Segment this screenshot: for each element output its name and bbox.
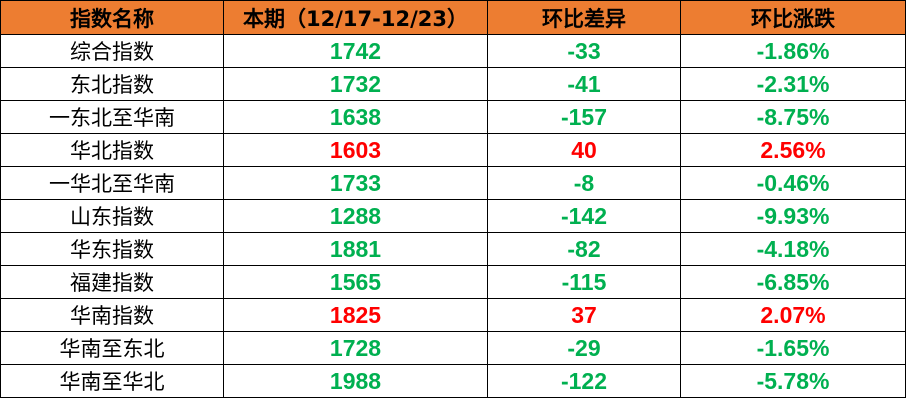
table-row: 东北指数 1732 -41 -2.31%: [0, 67, 906, 101]
value-cell: 1732: [223, 67, 488, 101]
change-pct-cell: -8.75%: [680, 100, 906, 134]
change-pct-cell: -2.31%: [680, 67, 906, 101]
value-cell: 1733: [223, 166, 488, 200]
index-name-cell: 华北指数: [0, 133, 224, 167]
diff-cell: -122: [487, 364, 681, 398]
header-diff: 环比差异: [487, 0, 681, 35]
index-name-cell: 福建指数: [0, 265, 224, 299]
table-row: 华南指数 1825 37 2.07%: [0, 298, 906, 332]
diff-cell: -82: [487, 232, 681, 266]
table-row: 山东指数 1288 -142 -9.93%: [0, 199, 906, 233]
table-row: 华南至华北 1988 -122 -5.78%: [0, 364, 906, 398]
table-row: 福建指数 1565 -115 -6.85%: [0, 265, 906, 299]
change-pct-cell: -9.93%: [680, 199, 906, 233]
table-row: 综合指数 1742 -33 -1.86%: [0, 34, 906, 68]
diff-cell: -41: [487, 67, 681, 101]
value-cell: 1565: [223, 265, 488, 299]
header-change-pct: 环比涨跌: [680, 0, 906, 35]
header-index-name: 指数名称: [0, 0, 224, 35]
value-cell: 1288: [223, 199, 488, 233]
change-pct-cell: -5.78%: [680, 364, 906, 398]
index-name-cell: 华南指数: [0, 298, 224, 332]
value-cell: 1988: [223, 364, 488, 398]
diff-cell: -33: [487, 34, 681, 68]
diff-cell: -142: [487, 199, 681, 233]
change-pct-cell: -1.65%: [680, 331, 906, 365]
table-row: 华南至东北 1728 -29 -1.65%: [0, 331, 906, 365]
value-cell: 1728: [223, 331, 488, 365]
index-name-cell: 东北指数: [0, 67, 224, 101]
diff-cell: 40: [487, 133, 681, 167]
value-cell: 1881: [223, 232, 488, 266]
header-row: 指数名称 本期（12/17-12/23） 环比差异 环比涨跌: [0, 0, 906, 35]
change-pct-cell: -6.85%: [680, 265, 906, 299]
table-row: 一华北至华南 1733 -8 -0.46%: [0, 166, 906, 200]
table-row: 一东北至华南 1638 -157 -8.75%: [0, 100, 906, 134]
index-name-cell: 一东北至华南: [0, 100, 224, 134]
change-pct-cell: -1.86%: [680, 34, 906, 68]
change-pct-cell: -0.46%: [680, 166, 906, 200]
index-table: 指数名称 本期（12/17-12/23） 环比差异 环比涨跌 综合指数 1742-…: [0, 0, 906, 398]
value-cell: 1603: [223, 133, 488, 167]
value-cell: 1638: [223, 100, 488, 134]
diff-cell: 37: [487, 298, 681, 332]
diff-cell: -29: [487, 331, 681, 365]
index-name-cell: 山东指数: [0, 199, 224, 233]
diff-cell: -8: [487, 166, 681, 200]
index-name-cell: 华南至华北: [0, 364, 224, 398]
table-row: 华北指数 1603 40 2.56%: [0, 133, 906, 167]
table-row: 华东指数 1881 -82 -4.18%: [0, 232, 906, 266]
change-pct-cell: 2.56%: [680, 133, 906, 167]
value-cell: 1742: [223, 34, 488, 68]
change-pct-cell: -4.18%: [680, 232, 906, 266]
index-name-cell: 综合指数: [0, 34, 224, 68]
index-name-cell: 华南至东北: [0, 331, 224, 365]
value-cell: 1825: [223, 298, 488, 332]
change-pct-cell: 2.07%: [680, 298, 906, 332]
index-name-cell: 一华北至华南: [0, 166, 224, 200]
index-name-cell: 华东指数: [0, 232, 224, 266]
header-current-period: 本期（12/17-12/23）: [223, 0, 488, 35]
diff-cell: -115: [487, 265, 681, 299]
diff-cell: -157: [487, 100, 681, 134]
